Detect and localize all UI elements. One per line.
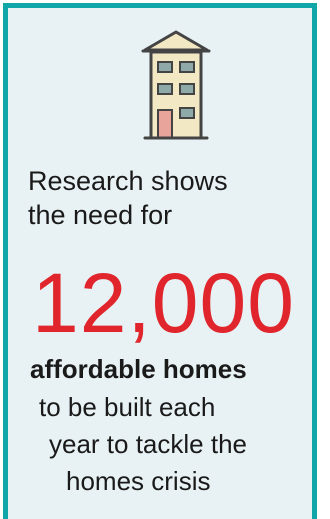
tail-text-line-1: to be built each (39, 392, 216, 422)
headline-number: 12,000 (32, 256, 295, 350)
apartment-building-icon (141, 26, 211, 144)
tail-text-line-3: homes crisis (66, 466, 211, 496)
intro-text-line-2: the need for (28, 200, 173, 230)
info-card: Research shows the need for 12,000 affor… (3, 3, 317, 519)
intro-text-line-1: Research shows (28, 166, 228, 196)
tail-text-line-2: year to tackle the (49, 429, 247, 459)
affordable-homes-text: affordable homes (30, 354, 247, 384)
